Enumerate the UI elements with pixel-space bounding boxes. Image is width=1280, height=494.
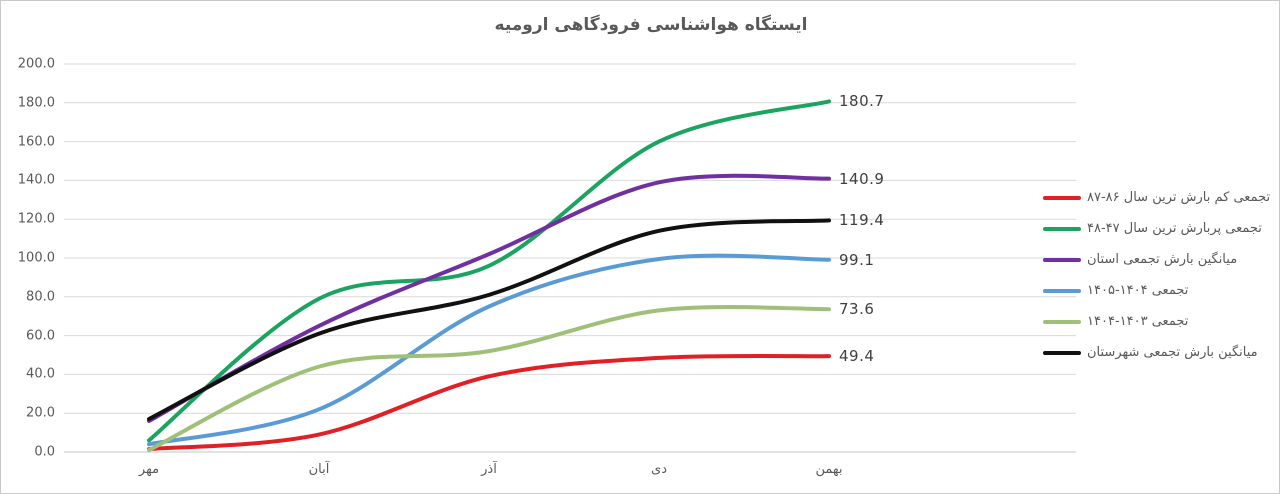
legend-label: تجمعی پربارش ترین سال ۴۷-۴۸ <box>1087 221 1262 236</box>
legend-label: میانگین بارش تجمعی استان <box>1087 252 1238 267</box>
data-label: 119.4 <box>839 211 885 230</box>
series-line <box>147 304 831 453</box>
legend-marker-icon <box>1043 288 1081 293</box>
legend-item: تجمعی ۱۴۰۴-۱۴۰۵ <box>1043 275 1270 306</box>
y-tick-label: 120.0 <box>17 211 55 227</box>
series-line <box>147 99 831 443</box>
legend-item: تجمعی کم بارش ترین سال ۸۶-۸۷ <box>1043 182 1270 213</box>
y-tick-label: 0.0 <box>34 444 55 460</box>
x-axis-label: دی <box>651 462 667 477</box>
data-label: 73.6 <box>839 300 875 319</box>
legend-marker-icon <box>1043 257 1081 262</box>
series-line <box>147 173 831 423</box>
legend-marker-icon <box>1043 350 1081 355</box>
legend-label: تجمعی ۱۴۰۴-۱۴۰۵ <box>1087 283 1189 298</box>
data-label: 49.4 <box>839 347 875 366</box>
x-axis-label: آبان <box>308 462 330 477</box>
y-tick-label: 40.0 <box>26 366 55 382</box>
data-label: 99.1 <box>839 250 875 269</box>
x-axis-label: آذر <box>481 462 497 477</box>
legend-item: تجمعی ۱۴۰۳-۱۴۰۴ <box>1043 306 1270 337</box>
legend-label: تجمعی ۱۴۰۳-۱۴۰۴ <box>1087 314 1189 329</box>
series-line <box>147 218 831 422</box>
y-tick-label: 60.0 <box>26 328 55 344</box>
y-tick-label: 20.0 <box>26 405 55 421</box>
data-label: 140.9 <box>839 169 885 188</box>
y-tick-label: 140.0 <box>17 172 55 188</box>
legend-item: تجمعی پربارش ترین سال ۴۷-۴۸ <box>1043 213 1270 244</box>
legend-marker-icon <box>1043 226 1081 231</box>
series-line <box>147 253 831 447</box>
legend: تجمعی کم بارش ترین سال ۸۶-۸۷ تجمعی پربارش… <box>1043 182 1270 368</box>
legend-marker-icon <box>1043 195 1081 200</box>
legend-item: میانگین بارش تجمعی شهرستان <box>1043 337 1270 368</box>
series-line <box>147 353 831 452</box>
y-tick-label: 160.0 <box>17 134 55 150</box>
y-tick-label: 80.0 <box>26 289 55 305</box>
chart-title: ایستگاه هواشناسی فرودگاهی ارومیه <box>494 15 808 35</box>
x-axis-label: بهمن <box>815 462 843 477</box>
y-tick-label: 180.0 <box>17 95 55 111</box>
legend-item: میانگین بارش تجمعی استان <box>1043 244 1270 275</box>
x-axis-label: مهر <box>138 462 160 477</box>
legend-marker-icon <box>1043 319 1081 324</box>
data-label: 180.7 <box>839 92 885 111</box>
legend-label: تجمعی کم بارش ترین سال ۸۶-۸۷ <box>1087 190 1271 205</box>
y-tick-label: 200.0 <box>17 56 55 72</box>
y-tick-label: 100.0 <box>17 250 55 266</box>
legend-label: میانگین بارش تجمعی شهرستان <box>1087 345 1258 360</box>
